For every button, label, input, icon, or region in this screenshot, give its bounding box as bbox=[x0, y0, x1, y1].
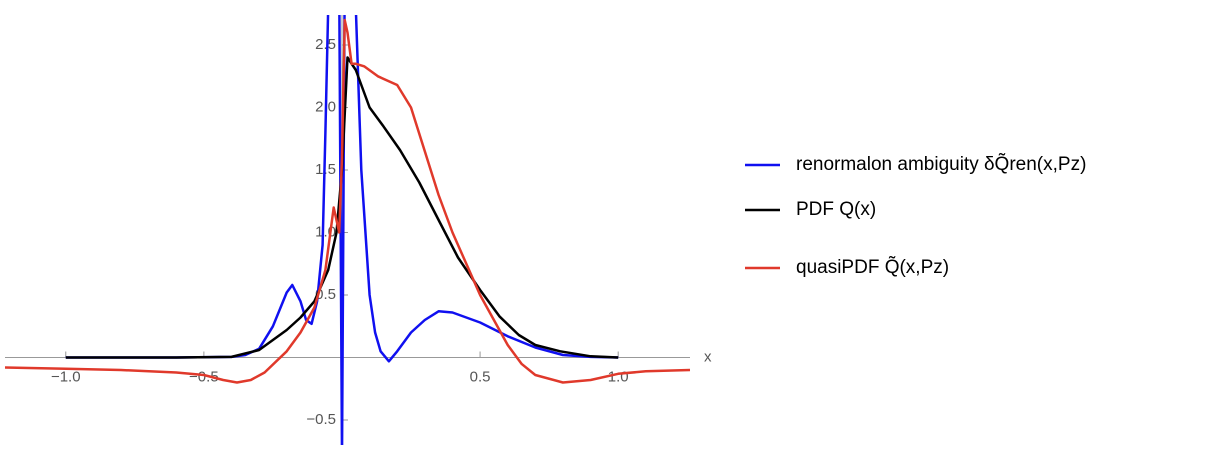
x-tick-label: −1.0 bbox=[51, 368, 81, 385]
series-line bbox=[65, 56, 619, 359]
x-tick-label: 1.0 bbox=[608, 368, 629, 385]
series-line bbox=[65, 15, 619, 445]
y-tick-label: 2.5 bbox=[315, 36, 336, 53]
y-tick-label: −0.5 bbox=[306, 411, 336, 428]
y-tick-label: 1.0 bbox=[315, 223, 336, 240]
series-line bbox=[4, 18, 691, 384]
legend-label: PDF Q(x) bbox=[796, 199, 876, 220]
x-tick-label: −0.5 bbox=[189, 368, 219, 385]
x-axis-label: x bbox=[704, 348, 712, 365]
legend-label: renormalon ambiguity δQ̃ren(x,Pz) bbox=[796, 153, 1086, 175]
x-tick-label: 0.5 bbox=[470, 368, 491, 385]
legend-label: quasiPDF Q̃(x,Pz) bbox=[796, 256, 949, 278]
plot-area bbox=[4, 15, 691, 445]
